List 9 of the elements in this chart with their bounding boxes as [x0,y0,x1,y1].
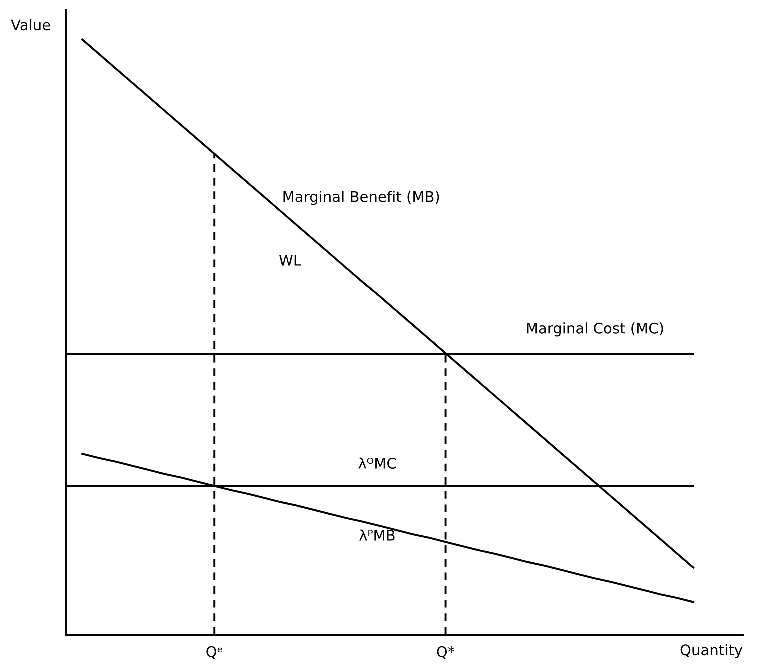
x-tick-label: Q* [437,646,455,660]
series-label: λᴼMC [358,458,396,469]
y-axis-title: Value [11,19,50,31]
annotation: WL [279,255,302,266]
x-axis-title: Quantity [680,644,743,658]
x-tick-label: Qᵉ [206,646,222,660]
series-label: Marginal Cost (MC) [527,322,664,337]
series-label: Marginal Benefit (MB) [284,191,440,206]
series-label: λᴾMB [360,530,395,541]
